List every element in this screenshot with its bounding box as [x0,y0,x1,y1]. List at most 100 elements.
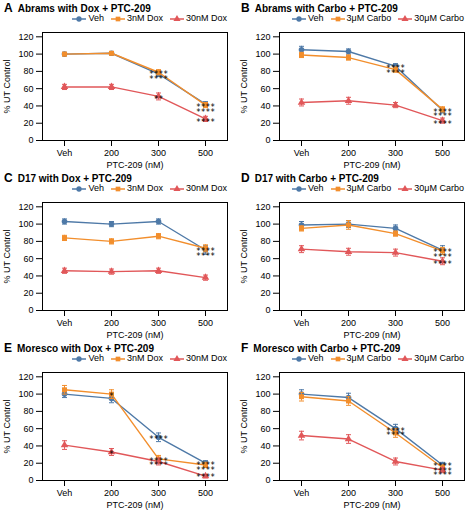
svg-text:80: 80 [260,406,270,416]
svg-text:****: **** [196,473,215,482]
svg-text:40: 40 [260,271,270,281]
svg-text:% UT Control: % UT Control [239,60,249,114]
svg-text:*: * [109,450,114,459]
svg-text:100: 100 [18,219,33,229]
svg-text:**: ** [154,95,164,104]
svg-text:60: 60 [260,254,270,264]
svg-text:20: 20 [23,118,33,128]
svg-text:20: 20 [23,458,33,468]
svg-text:120: 120 [255,202,270,212]
svg-text:60: 60 [23,254,33,264]
svg-text:200: 200 [104,318,119,328]
svg-text:120: 120 [18,32,33,42]
svg-text:100: 100 [18,389,33,399]
svg-text:500: 500 [435,488,450,498]
svg-text:500: 500 [435,318,450,328]
svg-text:300: 300 [151,148,166,158]
svg-text:% UT Control: % UT Control [239,400,249,454]
html-text:Veh: Veh [88,13,104,23]
html-text:C D17 with Dox + PTC-209: C D17 with Dox + PTC-209 [4,171,132,185]
svg-text:500: 500 [198,148,213,158]
svg-text:0: 0 [265,305,270,315]
svg-text:20: 20 [23,288,33,298]
svg-text:80: 80 [260,66,270,76]
svg-text:500: 500 [198,488,213,498]
svg-text:PTC-209 (nM): PTC-209 (nM) [343,330,400,340]
svg-text:PTC-209 (nM): PTC-209 (nM) [343,160,400,170]
svg-text:****: **** [433,120,452,129]
svg-text:0: 0 [28,135,33,145]
svg-text:****: **** [196,108,215,117]
svg-text:% UT Control: % UT Control [2,230,12,284]
svg-text:PTC-209 (nM): PTC-209 (nM) [106,500,163,510]
svg-text:100: 100 [255,219,270,229]
svg-text:120: 120 [18,372,33,382]
svg-text:****: **** [196,252,215,261]
svg-text:200: 200 [341,318,356,328]
svg-text:****: **** [149,435,168,444]
svg-text:60: 60 [23,424,33,434]
svg-text:Veh: Veh [294,318,310,328]
svg-text:120: 120 [255,32,270,42]
svg-text:20: 20 [260,288,270,298]
svg-text:300: 300 [388,318,403,328]
svg-text:40: 40 [260,441,270,451]
svg-text:PTC-209 (nM): PTC-209 (nM) [106,160,163,170]
svg-text:60: 60 [23,84,33,94]
svg-text:100: 100 [255,389,270,399]
svg-text:*: * [109,392,114,401]
svg-text:% UT Control: % UT Control [2,400,12,454]
svg-text:80: 80 [23,236,33,246]
svg-text:200: 200 [341,488,356,498]
svg-text:80: 80 [23,406,33,416]
svg-text:200: 200 [104,488,119,498]
svg-text:PTC-209 (nM): PTC-209 (nM) [343,500,400,510]
svg-text:60: 60 [260,424,270,434]
html-text:B Abrams with Carbo + PTC-209: B Abrams with Carbo + PTC-209 [241,1,398,15]
svg-text:Veh: Veh [294,148,310,158]
svg-text:****: **** [149,461,168,470]
svg-text:Veh: Veh [57,148,73,158]
svg-text:20: 20 [260,458,270,468]
svg-text:200: 200 [104,148,119,158]
svg-text:0: 0 [265,135,270,145]
svg-text:****: **** [386,69,405,78]
html-text:A Abrams with Dox + PTC-209: A Abrams with Dox + PTC-209 [4,1,151,15]
svg-text:300: 300 [388,148,403,158]
svg-text:0: 0 [28,305,33,315]
svg-text:Veh: Veh [57,488,73,498]
svg-text:Veh: Veh [57,318,73,328]
svg-text:20: 20 [260,118,270,128]
svg-text:****: **** [433,260,452,269]
html-text:D D17 with Carbo + PTC-209: D D17 with Carbo + PTC-209 [241,171,379,185]
svg-text:****: **** [196,118,215,127]
svg-text:100: 100 [18,49,33,59]
svg-text:40: 40 [23,271,33,281]
svg-text:80: 80 [23,66,33,76]
svg-text:% UT Control: % UT Control [2,60,12,114]
svg-text:40: 40 [260,101,270,111]
svg-text:300: 300 [151,488,166,498]
html-text:F Moresco with Carbo + PTC-209: F Moresco with Carbo + PTC-209 [241,341,401,355]
svg-text:% UT Control: % UT Control [239,230,249,284]
svg-text:Veh: Veh [294,488,310,498]
svg-text:60: 60 [260,84,270,94]
svg-text:500: 500 [435,148,450,158]
svg-text:****: **** [433,471,452,480]
svg-text:300: 300 [151,318,166,328]
svg-text:100: 100 [255,49,270,59]
svg-text:200: 200 [341,148,356,158]
svg-text:PTC-209 (nM): PTC-209 (nM) [106,330,163,340]
svg-text:40: 40 [23,441,33,451]
svg-text:120: 120 [255,372,270,382]
svg-text:300: 300 [388,488,403,498]
svg-text:40: 40 [23,101,33,111]
svg-text:120: 120 [18,202,33,212]
svg-text:0: 0 [28,475,33,485]
svg-text:500: 500 [198,318,213,328]
svg-text:****: **** [386,431,405,440]
svg-text:****: **** [149,75,168,84]
svg-text:0: 0 [265,475,270,485]
svg-text:80: 80 [260,236,270,246]
html-text:Moresco with Dox + PTC-209: Moresco with Dox + PTC-209 [17,343,154,354]
